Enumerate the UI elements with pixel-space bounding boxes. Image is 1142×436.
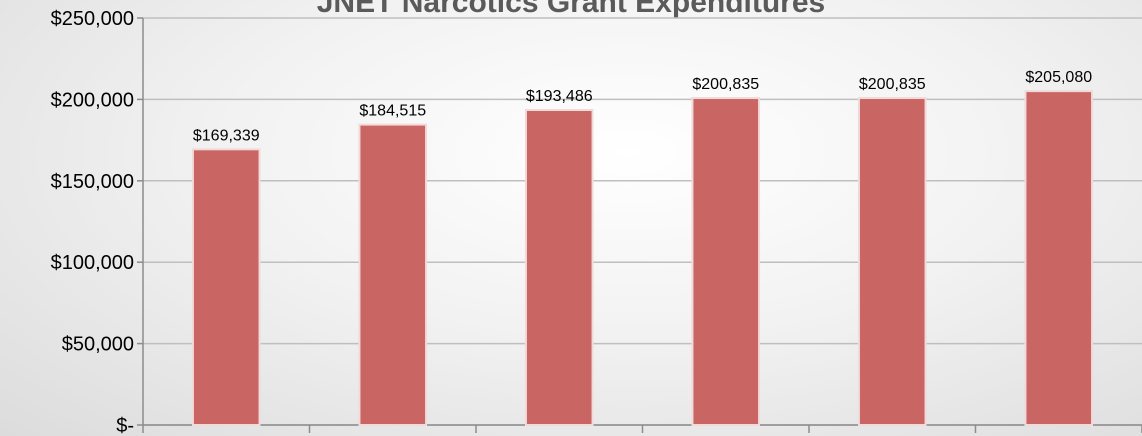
data-label: $169,339 bbox=[193, 127, 260, 144]
bar bbox=[191, 148, 261, 426]
data-label: $205,080 bbox=[1025, 69, 1092, 86]
bar bbox=[857, 97, 927, 426]
y-tick-label: $150,000 bbox=[51, 171, 134, 193]
bar bbox=[358, 123, 428, 426]
data-label: $200,835 bbox=[859, 76, 926, 93]
y-tick-label: $50,000 bbox=[62, 334, 134, 356]
y-tick-label: $- bbox=[116, 415, 134, 436]
bar bbox=[524, 109, 594, 426]
data-label: $184,515 bbox=[359, 103, 426, 120]
data-label: $193,486 bbox=[526, 88, 593, 105]
bar bbox=[691, 97, 761, 426]
y-tick-label: $100,000 bbox=[51, 252, 134, 274]
chart-title: JNET Narcotics Grant Expenditures bbox=[316, 0, 826, 19]
bar bbox=[1024, 90, 1094, 426]
data-label: $200,835 bbox=[692, 76, 759, 93]
y-tick-label: $200,000 bbox=[51, 89, 134, 111]
y-tick-label: $250,000 bbox=[51, 8, 134, 30]
